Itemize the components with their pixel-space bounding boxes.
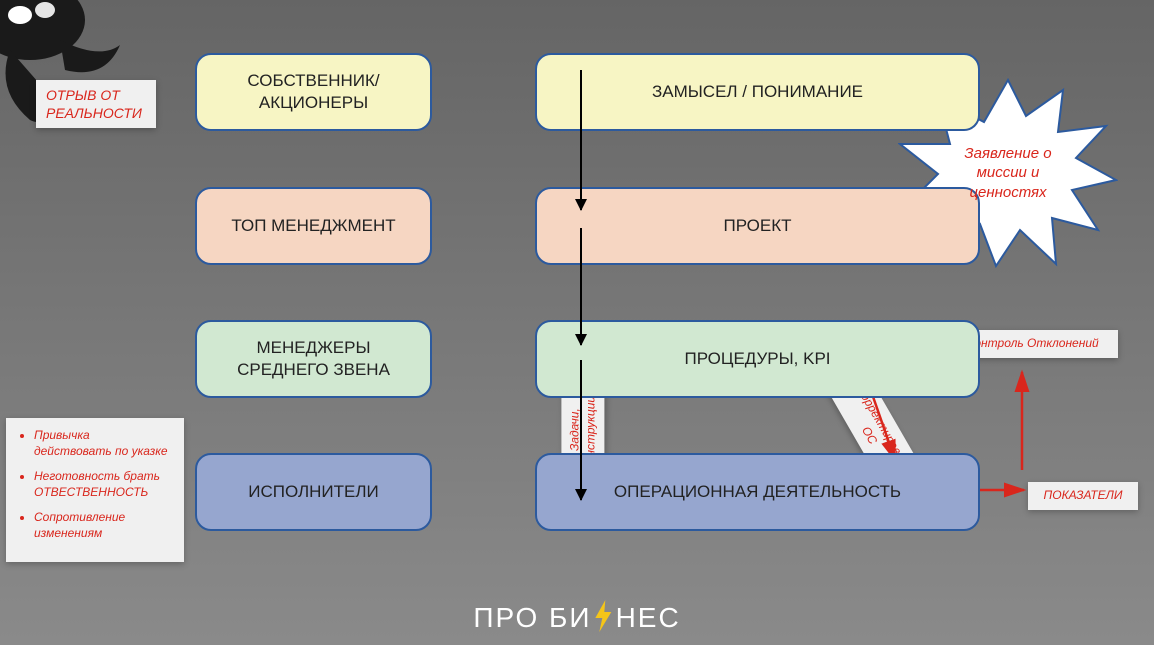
left-box-0: СОБСТВЕННИК/АКЦИОНЕРЫ [195,53,432,131]
logo-part1: ПРО БИ [473,602,591,634]
bottom-list-item-0: Привычка действовать по указке [34,428,170,459]
right-box-1: ПРОЕКТ [535,187,980,265]
lightning-icon [594,600,614,639]
annotation-bottom-list: Привычка действовать по указке Неготовнос… [6,418,184,562]
logo-part2: НЕС [616,602,681,634]
right-box-3: ОПЕРАЦИОННАЯ ДЕЯТЕЛЬНОСТЬ [535,453,980,531]
right-box-2: ПРОЦЕДУРЫ, KPI [535,320,980,398]
bottom-list-item-1: Неготовность брать ОТВЕСТВЕННОСТЬ [34,469,170,500]
right-box-0: ЗАМЫСЕЛ / ПОНИМАНИЕ [535,53,980,131]
flow-arrow-0 [580,70,582,210]
left-box-3: ИСПОЛНИТЕЛИ [195,453,432,531]
left-box-1: ТОП МЕНЕДЖМЕНТ [195,187,432,265]
left-box-2: МЕНЕДЖЕРЫСРЕДНЕГО ЗВЕНА [195,320,432,398]
annotation-indicators: ПОКАЗАТЕЛИ [1028,482,1138,510]
flow-arrow-2 [580,360,582,500]
logo: ПРО БИ НЕС [473,598,680,637]
annotation-top-left: ОТРЫВ ОТРЕАЛЬНОСТИ [36,80,156,128]
flow-arrow-1 [580,228,582,345]
bottom-list-item-2: Сопротивление изменениям [34,510,170,541]
